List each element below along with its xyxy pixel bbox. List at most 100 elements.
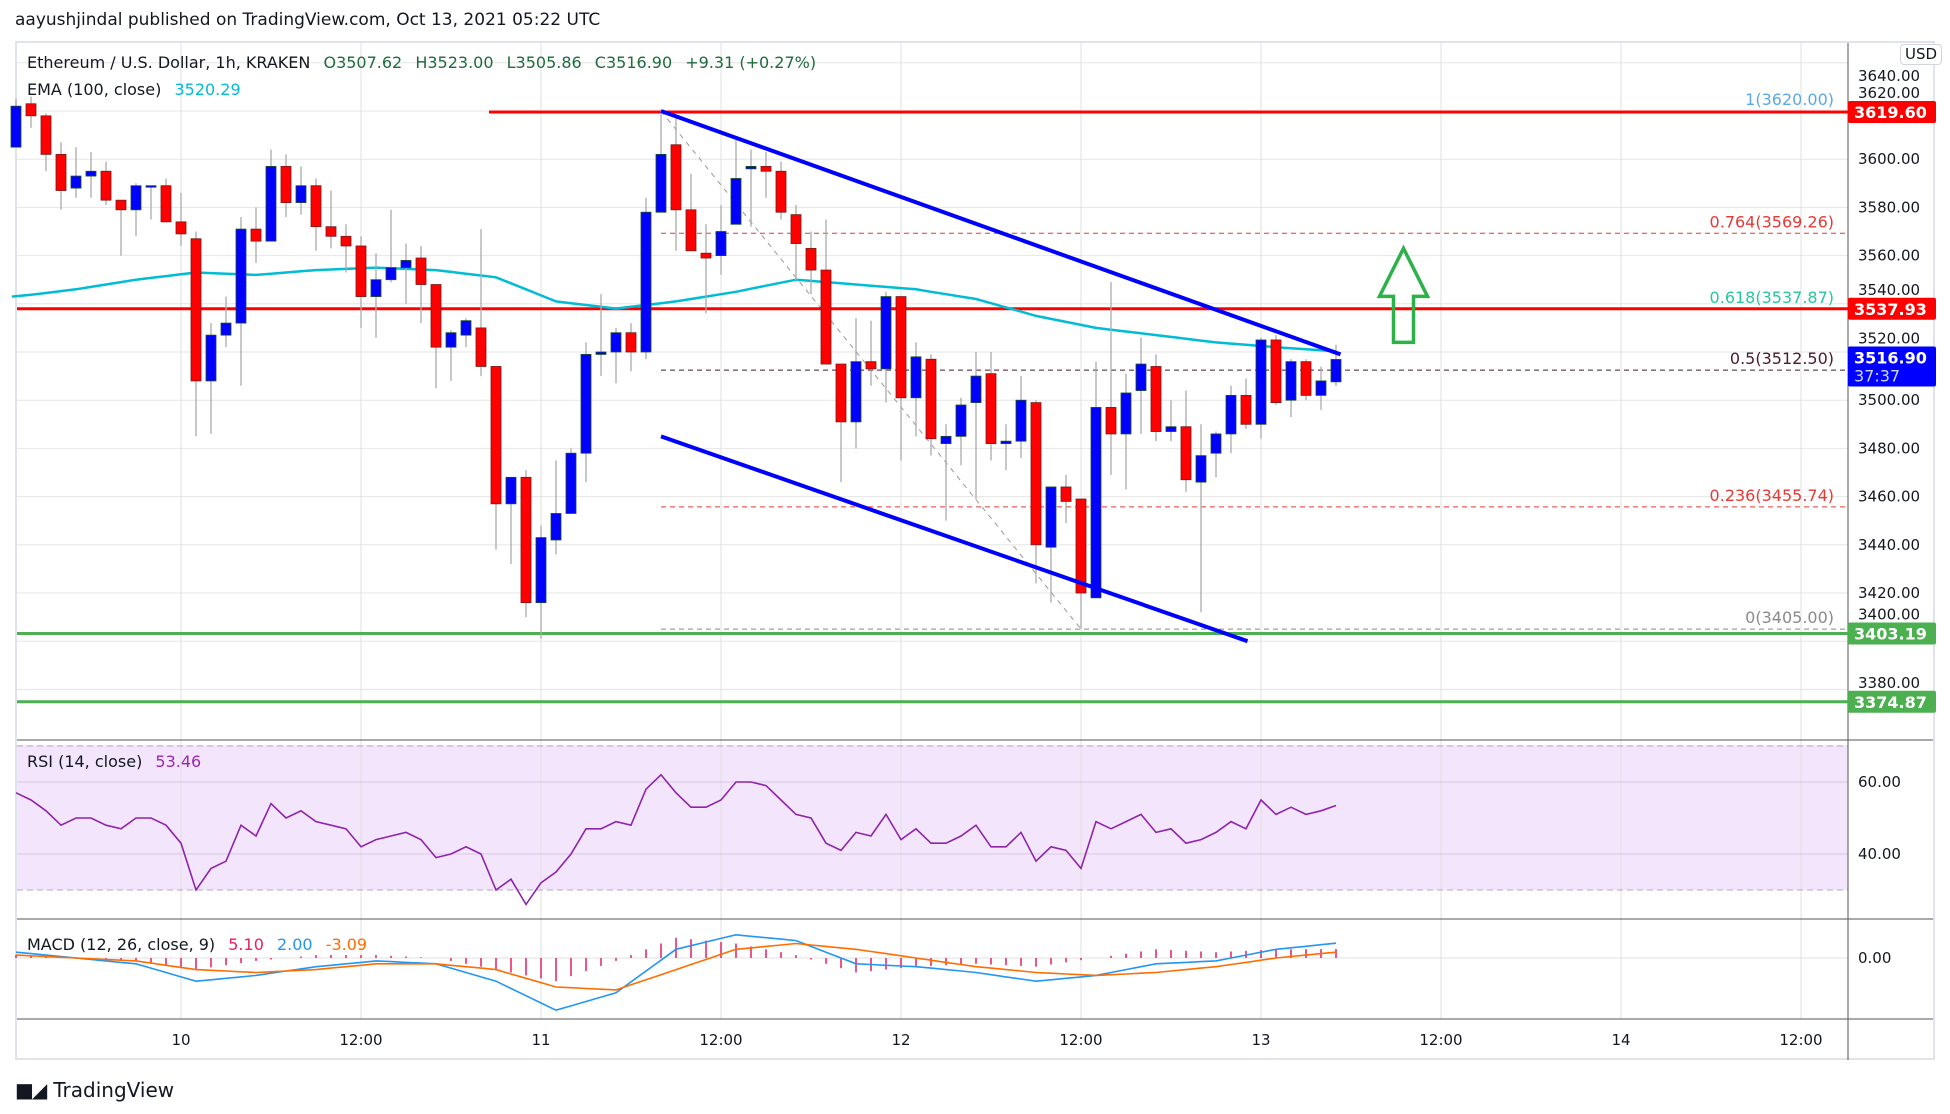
candle (370, 253, 382, 338)
candle (250, 207, 262, 263)
signal-line (15, 942, 1337, 991)
candle (1315, 366, 1327, 410)
candle (1165, 400, 1177, 442)
candle (475, 229, 487, 377)
price-tag (1848, 297, 1936, 320)
candle-body-down (625, 332, 637, 353)
candle-body-up (385, 267, 397, 281)
candle-body-up (220, 322, 232, 336)
y-tick-label: 3460.00 (1858, 488, 1920, 506)
y-tick-label: 3500.00 (1858, 391, 1920, 409)
candle (280, 154, 292, 218)
candle (940, 424, 952, 521)
candle (355, 236, 367, 328)
candle-body-up (1315, 380, 1327, 396)
price-tag-label: 3619.60 (1854, 103, 1927, 122)
price-tag-label: 3537.93 (1854, 300, 1927, 319)
candle-body-up (1225, 394, 1237, 435)
ema-legend[interactable]: EMA (100, close) 3520.29 (27, 80, 249, 99)
high-value: H3523.00 (415, 53, 494, 72)
candle-body-down (250, 228, 262, 242)
candle (775, 161, 787, 220)
candle (910, 342, 922, 437)
candle-body-down (310, 185, 322, 228)
macd-line (15, 933, 1337, 1012)
macd-legend[interactable]: MACD (12, 26, close, 9) 5.10 2.00 -3.09 (27, 935, 375, 954)
candle (625, 323, 637, 372)
rsi-legend[interactable]: RSI (14, close) 53.46 (27, 752, 209, 771)
candle (745, 149, 757, 227)
candle (445, 330, 457, 381)
candle-body-up (1000, 440, 1012, 444)
candle (55, 142, 67, 210)
candle-body-up (535, 537, 547, 604)
candle-body-down (685, 209, 697, 252)
candle (1105, 282, 1117, 475)
fib-level-label: 0.618(3537.87) (1710, 288, 1834, 307)
arrow-up-icon (1376, 244, 1431, 345)
candle-countdown: 37:37 (1854, 366, 1900, 385)
candle-body-down (280, 166, 292, 203)
open-value: O3507.62 (323, 53, 403, 72)
candle (535, 525, 547, 639)
fib-level-label: 0.764(3569.26) (1710, 212, 1834, 231)
x-tick-label: 10 (171, 1031, 190, 1049)
candle (685, 173, 697, 252)
candle (460, 318, 472, 348)
candle-body-up (940, 435, 952, 444)
chart-frame (15, 41, 1935, 1060)
candle-body-down (760, 166, 772, 172)
candle-body-down (1270, 339, 1282, 404)
candle (895, 296, 907, 461)
candle (580, 342, 592, 483)
y-tick-label: 3400.00 (1858, 606, 1920, 624)
y-tick-label: 3560.00 (1858, 247, 1920, 265)
fib-level-label: 1(3620.00) (1745, 90, 1834, 109)
candle (925, 354, 937, 456)
candle (985, 352, 997, 461)
price-tag-label: 3403.19 (1854, 625, 1927, 644)
x-tick-label: 12:00 (1779, 1031, 1822, 1049)
change-value: +9.31 (+0.27%) (685, 53, 817, 72)
symbol-name: Ethereum / U.S. Dollar, 1h, KRAKEN (27, 53, 311, 72)
x-tick-label: 11 (531, 1031, 550, 1049)
candle-body-down (1075, 498, 1087, 594)
x-tick-label: 12:00 (699, 1031, 742, 1049)
candle (400, 243, 412, 304)
candle (1150, 354, 1162, 442)
candle-body-up (640, 211, 652, 353)
candle (1015, 376, 1027, 459)
candle-body-down (160, 185, 172, 223)
candle-body-down (1060, 486, 1072, 502)
candle-body-up (370, 279, 382, 297)
fib-level-label: 0.5(3512.50) (1730, 349, 1834, 368)
candle (25, 96, 37, 128)
currency-button[interactable]: USD (1900, 44, 1943, 65)
candle (550, 460, 562, 555)
candle-body-up (880, 296, 892, 370)
candle-body-down (700, 252, 712, 259)
fib-level-label: 0(3405.00) (1745, 608, 1834, 627)
ema-value: 3520.29 (174, 80, 241, 99)
candle-body-up (235, 228, 247, 324)
candle-body-down (415, 257, 427, 285)
candle-body-up (1330, 359, 1342, 383)
candle-body-down (775, 170, 787, 213)
candle (1300, 359, 1312, 401)
footer-brand[interactable]: ■◢ TradingView (15, 1078, 174, 1102)
x-tick-label: 12 (891, 1031, 910, 1049)
price-tag-label: 3374.87 (1854, 693, 1927, 712)
candle (85, 151, 97, 198)
candle-body-up (565, 452, 577, 514)
candle (70, 147, 82, 198)
candle (865, 320, 877, 386)
x-tick-label: 12:00 (1419, 1031, 1462, 1049)
candle (1135, 337, 1147, 434)
fib-level-label: 0.236(3455.74) (1710, 486, 1834, 505)
candle-body-up (550, 513, 562, 541)
candle-body-down (925, 358, 937, 440)
candle (1030, 400, 1042, 584)
candle-body-up (850, 361, 862, 423)
candle-body-down (985, 373, 997, 444)
